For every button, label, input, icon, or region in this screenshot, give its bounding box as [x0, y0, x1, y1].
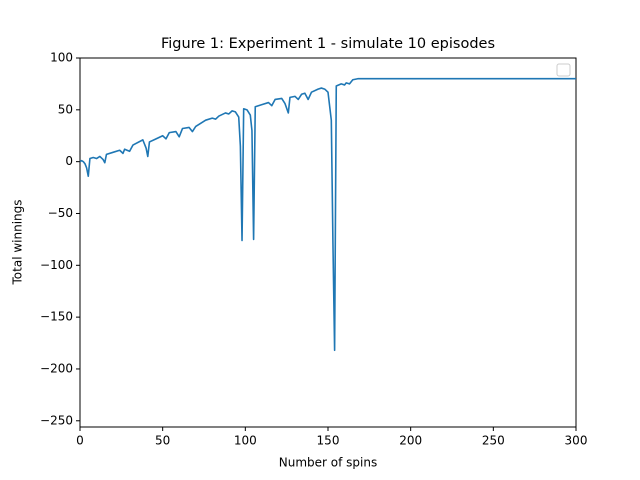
x-tick-label: 150: [317, 434, 340, 448]
x-tick-label: 200: [399, 434, 422, 448]
y-tick-label: 50: [58, 102, 73, 116]
x-tick-label: 250: [482, 434, 505, 448]
x-tick-label: 300: [565, 434, 588, 448]
y-tick-label: −250: [40, 413, 73, 427]
chart-title: Figure 1: Experiment 1 - simulate 10 epi…: [161, 36, 495, 52]
y-tick-label: −100: [40, 258, 73, 272]
x-axis-label: Number of spins: [279, 456, 377, 470]
y-tick-label: −50: [48, 206, 73, 220]
y-tick-label: −200: [40, 361, 73, 375]
y-tick-label: −150: [40, 310, 73, 324]
y-tick-label: 100: [50, 51, 73, 65]
x-tick-label: 100: [234, 434, 257, 448]
data-line: [79, 77, 576, 352]
y-axis-label: Total winnings: [11, 199, 25, 285]
x-tick-label: 50: [155, 434, 170, 448]
x-tick-label: 0: [76, 434, 84, 448]
y-tick-label: 0: [65, 154, 73, 168]
legend-box: [556, 63, 571, 77]
